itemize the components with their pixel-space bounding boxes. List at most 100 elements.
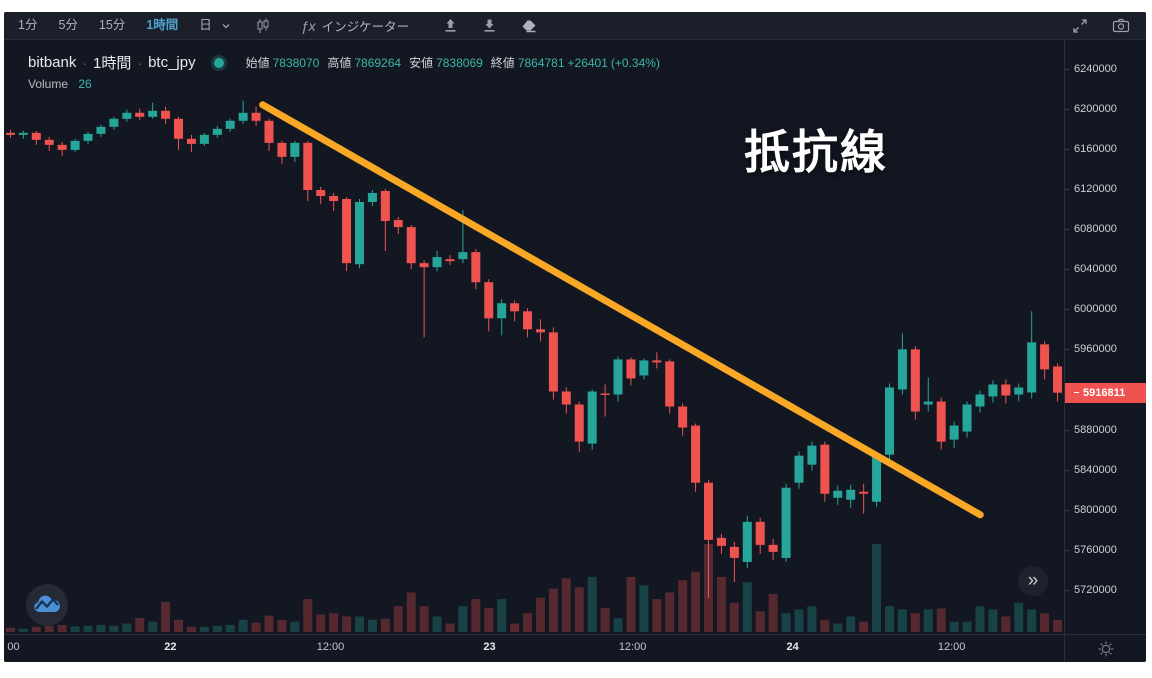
interval-group: 1分 5分 15分 1時間 日 [4, 12, 219, 39]
provider-logo-button[interactable] [26, 584, 68, 626]
volume-bar [729, 602, 739, 632]
resistance-trendline[interactable] [259, 101, 984, 519]
volume-bar [535, 597, 545, 632]
price-tick-label: 6120000 [1065, 182, 1146, 196]
volume-bar [1001, 616, 1011, 632]
volume-bar [290, 621, 300, 632]
volume-bar [872, 544, 882, 632]
download-button[interactable] [482, 18, 497, 33]
candlestick-chart[interactable] [4, 40, 1064, 635]
price-tick-mark [1065, 188, 1069, 190]
toolbar-right-group [1072, 18, 1130, 34]
price-tag-tick [1074, 392, 1079, 394]
legend-interval: 1時間 [93, 55, 132, 72]
candle-body [936, 401, 946, 442]
candle-body [96, 126, 106, 134]
time-tick-label: 22 [164, 641, 177, 653]
candle-body [988, 384, 998, 397]
volume-bar [807, 606, 817, 632]
candle-body [70, 140, 80, 150]
candle-body [5, 132, 15, 135]
volume-bar [96, 624, 106, 632]
scroll-to-recent-button[interactable]: » [1018, 566, 1048, 596]
eraser-icon [522, 20, 536, 32]
volume-bar [755, 611, 765, 632]
candle-body [704, 482, 714, 540]
candle-body [186, 138, 196, 144]
cloud-chart-icon [34, 595, 60, 612]
high-value: 7869264 [354, 55, 402, 70]
candle-body [161, 110, 171, 119]
legend-symbol: btc_jpy [148, 54, 196, 71]
volume-bar [419, 606, 429, 632]
resistance-line-label[interactable]: 抵抗線 [744, 126, 888, 178]
candle-body [665, 361, 675, 407]
volume-bar [574, 587, 584, 632]
candle-body [329, 195, 339, 202]
candlestick-style-button[interactable] [255, 18, 271, 34]
fullscreen-button[interactable] [1072, 18, 1088, 34]
candle-body [148, 110, 158, 117]
price-tick-mark [1065, 509, 1069, 511]
candle-body [820, 444, 830, 494]
candle-body [264, 120, 274, 143]
volume-indicator-row: Volume 26 [28, 77, 92, 91]
candle-body [135, 112, 145, 117]
volume-bar [174, 619, 184, 632]
volume-bar [303, 599, 313, 632]
chevron-down-icon[interactable] [221, 21, 231, 31]
chart-main: bitbank · 1時間 · btc_jpy 始値 7838070 高値 7869… [4, 40, 1146, 635]
interval-button-1分[interactable]: 1分 [18, 18, 38, 32]
candle-body [535, 329, 545, 333]
time-tick-label: 12:00 [937, 641, 966, 653]
candle-body [613, 359, 623, 395]
volume-bar [613, 618, 623, 632]
time-tick-label: 00 [7, 641, 20, 653]
candle-body [1027, 342, 1037, 393]
price-tick-label: 5720000 [1065, 583, 1146, 597]
candle-body [18, 132, 28, 135]
volume-bar [367, 619, 377, 632]
axis-settings-button[interactable] [1065, 635, 1146, 662]
time-axis[interactable]: 00 22 12:00 23 12:00 24 12:00 [4, 635, 1065, 662]
eraser-button[interactable] [521, 19, 537, 33]
volume-bar [109, 625, 119, 632]
candle-body [57, 144, 67, 150]
snapshot-button[interactable] [1112, 18, 1130, 33]
candle-body [212, 128, 222, 135]
interval-button-日[interactable]: 日 [199, 18, 212, 32]
legend-separator: · [82, 54, 88, 71]
price-axis[interactable]: 6240000 6200000 6160000 6120000 6080000 60400… [1065, 40, 1146, 635]
price-tick-mark [1065, 589, 1069, 591]
candle-body [678, 406, 688, 428]
volume-bar [768, 593, 778, 632]
indicators-button[interactable]: ƒx インジケーター [301, 16, 409, 35]
fullscreen-icon [1073, 18, 1087, 33]
volume-bar [70, 626, 80, 632]
price-tick-label: 6000000 [1065, 302, 1146, 316]
time-tick-label: 12:00 [618, 641, 647, 653]
volume-bar [561, 578, 571, 632]
price-tick-mark [1065, 549, 1069, 551]
upload-button[interactable] [443, 18, 458, 33]
camera-icon [1112, 18, 1130, 33]
volume-bar [975, 606, 985, 632]
interval-button-1時間[interactable]: 1時間 [146, 18, 179, 32]
interval-button-15分[interactable]: 15分 [98, 18, 126, 32]
volume-bar [1053, 619, 1063, 632]
price-tick-mark [1065, 469, 1069, 471]
upload-icon [445, 19, 456, 32]
volume-bar [665, 592, 675, 632]
price-tick-label: 6040000 [1065, 262, 1146, 276]
candle-body [729, 546, 739, 558]
interval-button-5分[interactable]: 5分 [58, 18, 78, 32]
candle-body [639, 360, 649, 376]
change-percent: (+0.34%) [610, 55, 660, 70]
volume-bar [678, 580, 688, 632]
candle-body [975, 394, 985, 407]
legend-separator: · [137, 54, 143, 71]
chart-plot-area[interactable]: bitbank · 1時間 · btc_jpy 始値 7838070 高値 7869… [4, 40, 1065, 635]
volume-bar [923, 609, 933, 632]
volume-bar [781, 613, 791, 632]
last-price-tag: 5916811 [1065, 382, 1146, 403]
